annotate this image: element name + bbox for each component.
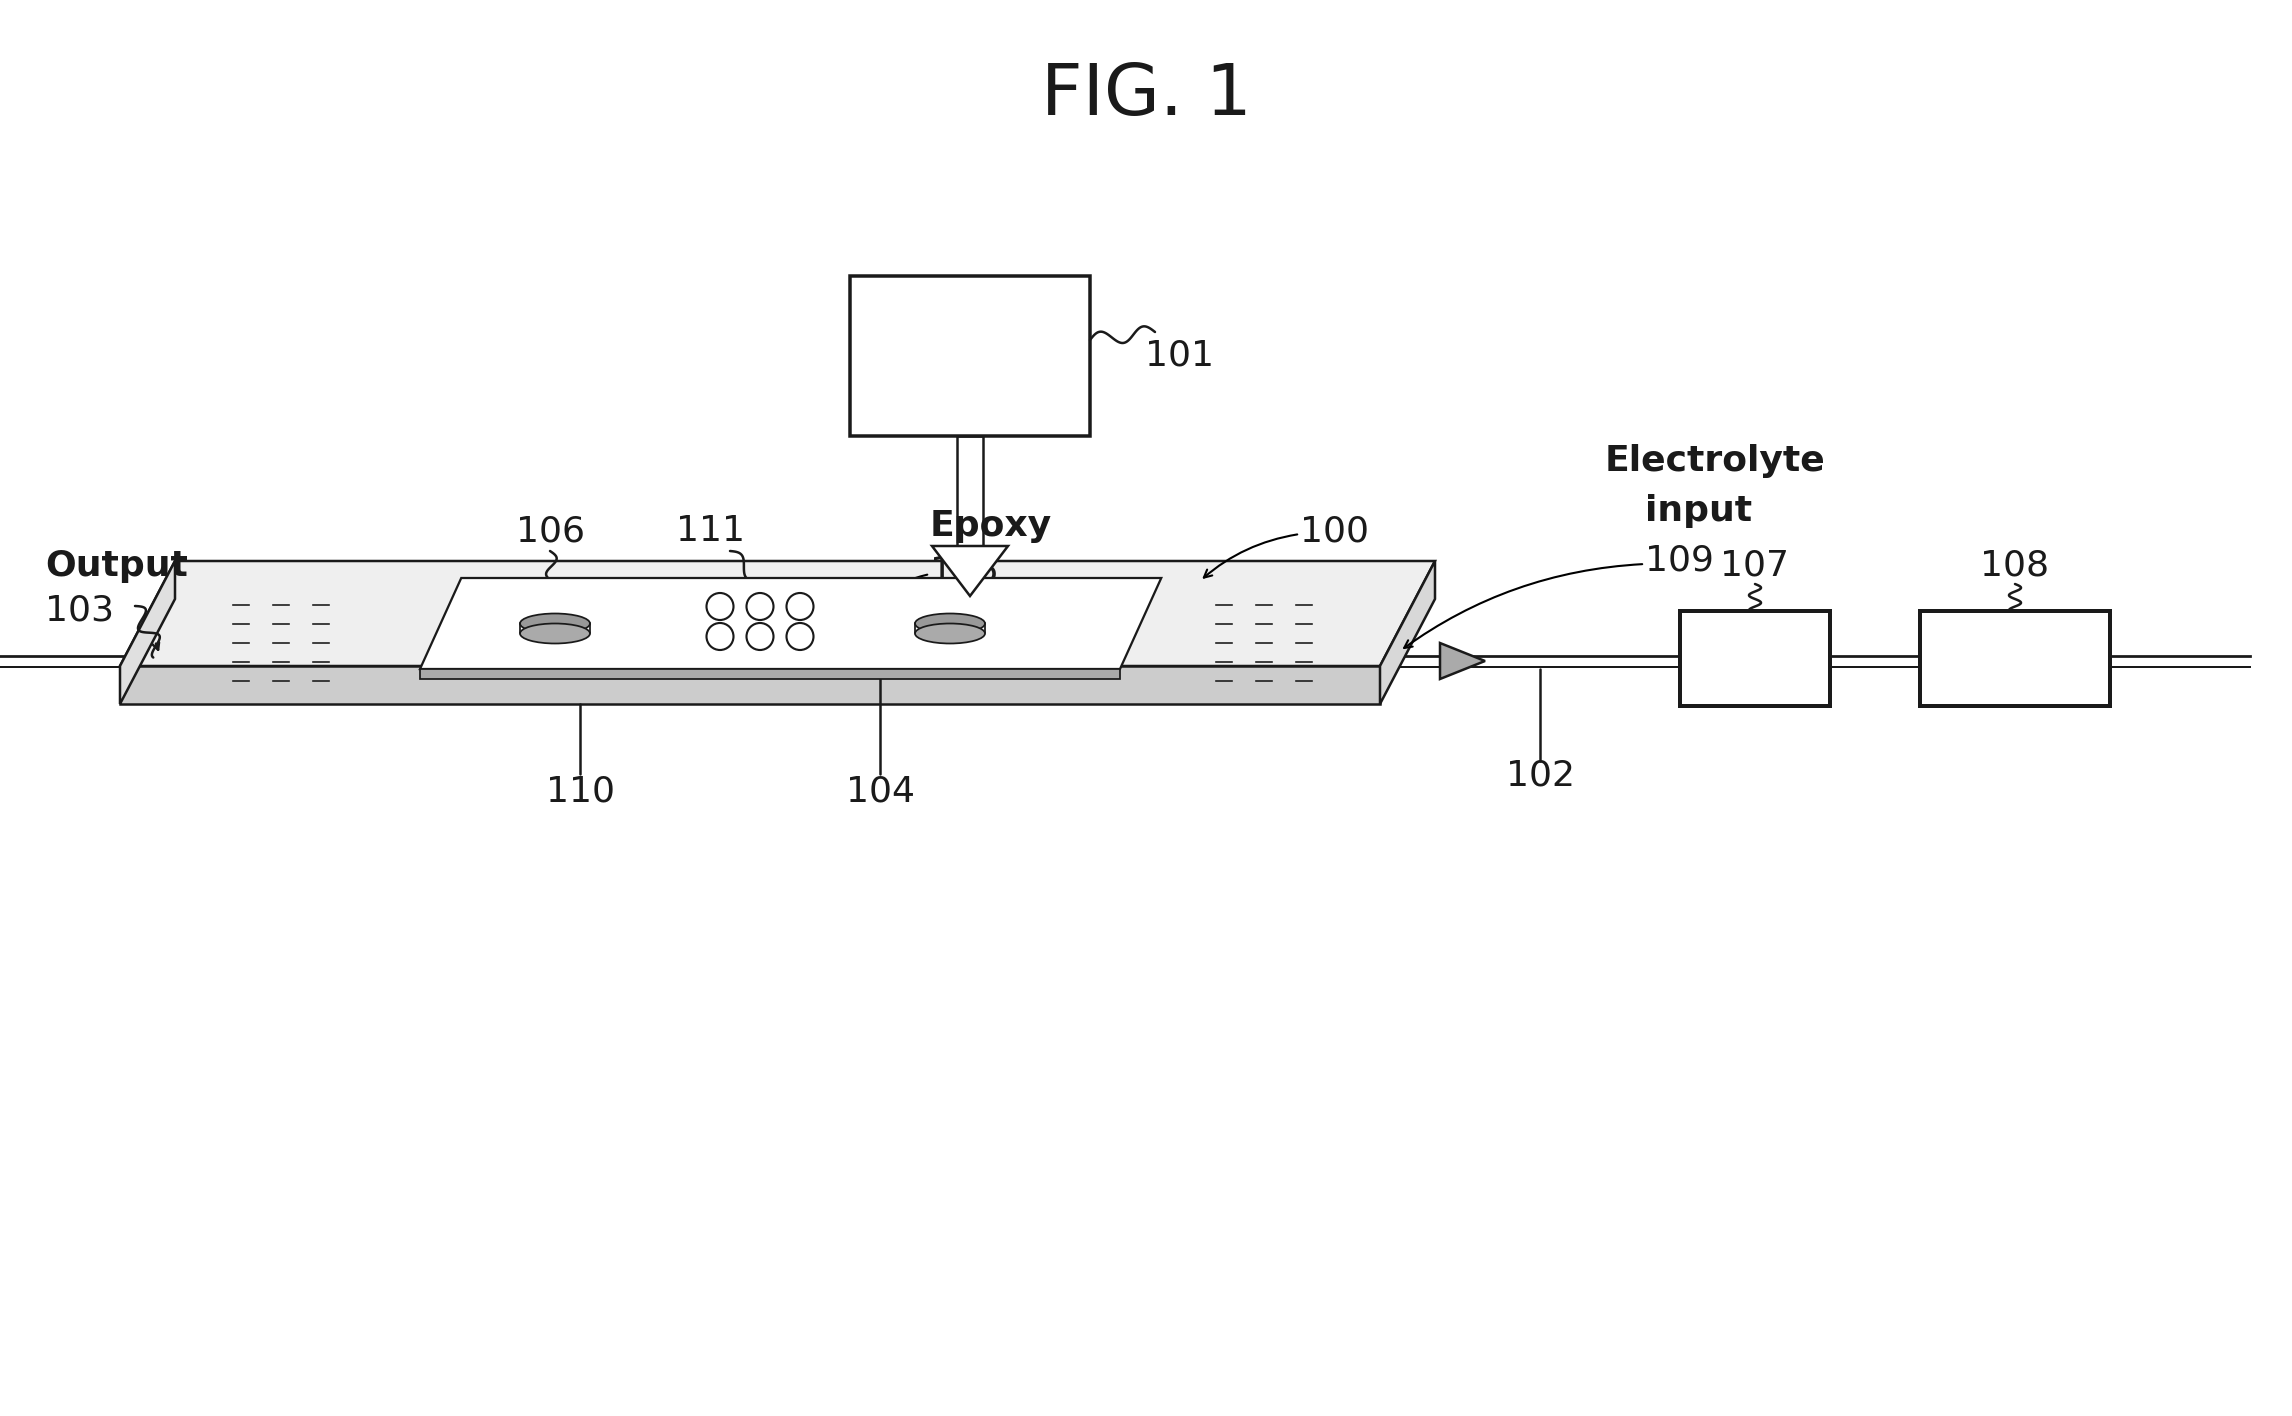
- Text: Output: Output: [46, 549, 188, 583]
- Polygon shape: [419, 668, 1121, 680]
- Bar: [1921, 610, 2111, 707]
- Text: 101: 101: [1146, 338, 1215, 372]
- Ellipse shape: [520, 623, 589, 643]
- Circle shape: [786, 623, 814, 650]
- Text: 100: 100: [1300, 514, 1368, 548]
- Text: FIG. 1: FIG. 1: [1041, 61, 1251, 130]
- Ellipse shape: [520, 613, 589, 633]
- Polygon shape: [419, 578, 1162, 668]
- Circle shape: [706, 623, 733, 650]
- Text: 105: 105: [931, 554, 999, 588]
- Ellipse shape: [915, 623, 986, 643]
- Text: Electrolyte: Electrolyte: [1604, 445, 1827, 479]
- Text: 102: 102: [1506, 759, 1575, 793]
- Text: input: input: [1646, 494, 1751, 528]
- Polygon shape: [933, 547, 1008, 596]
- Text: 110: 110: [545, 775, 614, 809]
- Circle shape: [786, 593, 814, 620]
- Bar: [850, 276, 1091, 436]
- Polygon shape: [119, 561, 1435, 666]
- Bar: [1680, 610, 1829, 707]
- Polygon shape: [119, 666, 1380, 704]
- Text: 107: 107: [1721, 549, 1790, 583]
- Text: 106: 106: [516, 514, 584, 548]
- Text: 103: 103: [46, 593, 115, 629]
- Text: 108: 108: [1980, 549, 2049, 583]
- Text: 111: 111: [676, 514, 745, 548]
- Circle shape: [747, 593, 772, 620]
- Circle shape: [747, 623, 772, 650]
- Polygon shape: [119, 561, 174, 704]
- Ellipse shape: [915, 613, 986, 633]
- Polygon shape: [1380, 561, 1435, 704]
- Text: 109: 109: [1646, 544, 1714, 578]
- Polygon shape: [1439, 643, 1485, 680]
- Circle shape: [706, 593, 733, 620]
- Text: Epoxy: Epoxy: [931, 508, 1052, 542]
- Text: 104: 104: [846, 775, 915, 809]
